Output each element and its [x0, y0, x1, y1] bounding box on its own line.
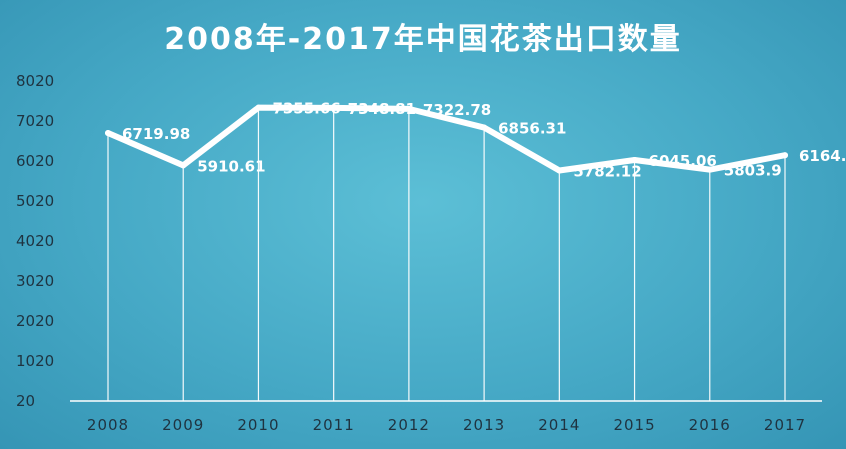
- x-tick-label: 2013: [463, 416, 505, 434]
- data-label: 6719.98: [122, 125, 190, 143]
- data-point: [556, 167, 563, 174]
- data-point: [255, 104, 262, 111]
- data-label: 5782.12: [573, 163, 641, 181]
- data-point: [631, 156, 638, 163]
- x-tick-label: 2012: [388, 416, 430, 434]
- y-tick-label: 5020: [16, 192, 54, 210]
- chart-title: 2008年-2017年中国花茶出口数量: [164, 22, 682, 57]
- data-point: [405, 105, 412, 112]
- x-tick-label: 2017: [764, 416, 806, 434]
- y-tick-label: 2020: [16, 312, 54, 330]
- x-tick-label: 2011: [313, 416, 355, 434]
- y-tick-label: 4020: [16, 232, 54, 250]
- x-tick-label: 2009: [162, 416, 204, 434]
- data-point: [180, 162, 187, 169]
- y-tick-label: 8020: [16, 72, 54, 90]
- y-tick-label: 20: [16, 392, 35, 410]
- data-label: 7355.66: [272, 100, 340, 118]
- data-label: 5803.9: [724, 162, 782, 180]
- data-point: [481, 124, 488, 131]
- data-label: 6045.06: [649, 152, 717, 170]
- data-label: 7322.78: [423, 101, 491, 119]
- series-line: [105, 104, 788, 174]
- y-tick-label: 1020: [16, 352, 54, 370]
- x-tick-label: 2014: [538, 416, 580, 434]
- data-label: 7348.81: [348, 100, 416, 118]
- data-point: [782, 152, 788, 159]
- x-tick-label: 2010: [237, 416, 279, 434]
- data-label: 6856.31: [498, 120, 566, 138]
- data-label: 5910.61: [197, 157, 265, 175]
- data-point: [706, 166, 713, 173]
- x-tick-label: 2016: [689, 416, 731, 434]
- y-tick-label: 3020: [16, 272, 54, 290]
- data-label: 6164.72: [799, 147, 846, 165]
- y-tick-label: 6020: [16, 152, 54, 170]
- data-point: [330, 104, 337, 111]
- data-point: [105, 130, 111, 137]
- x-tick-label: 2015: [613, 416, 655, 434]
- y-tick-label: 7020: [16, 112, 54, 130]
- x-tick-label: 2008: [87, 416, 129, 434]
